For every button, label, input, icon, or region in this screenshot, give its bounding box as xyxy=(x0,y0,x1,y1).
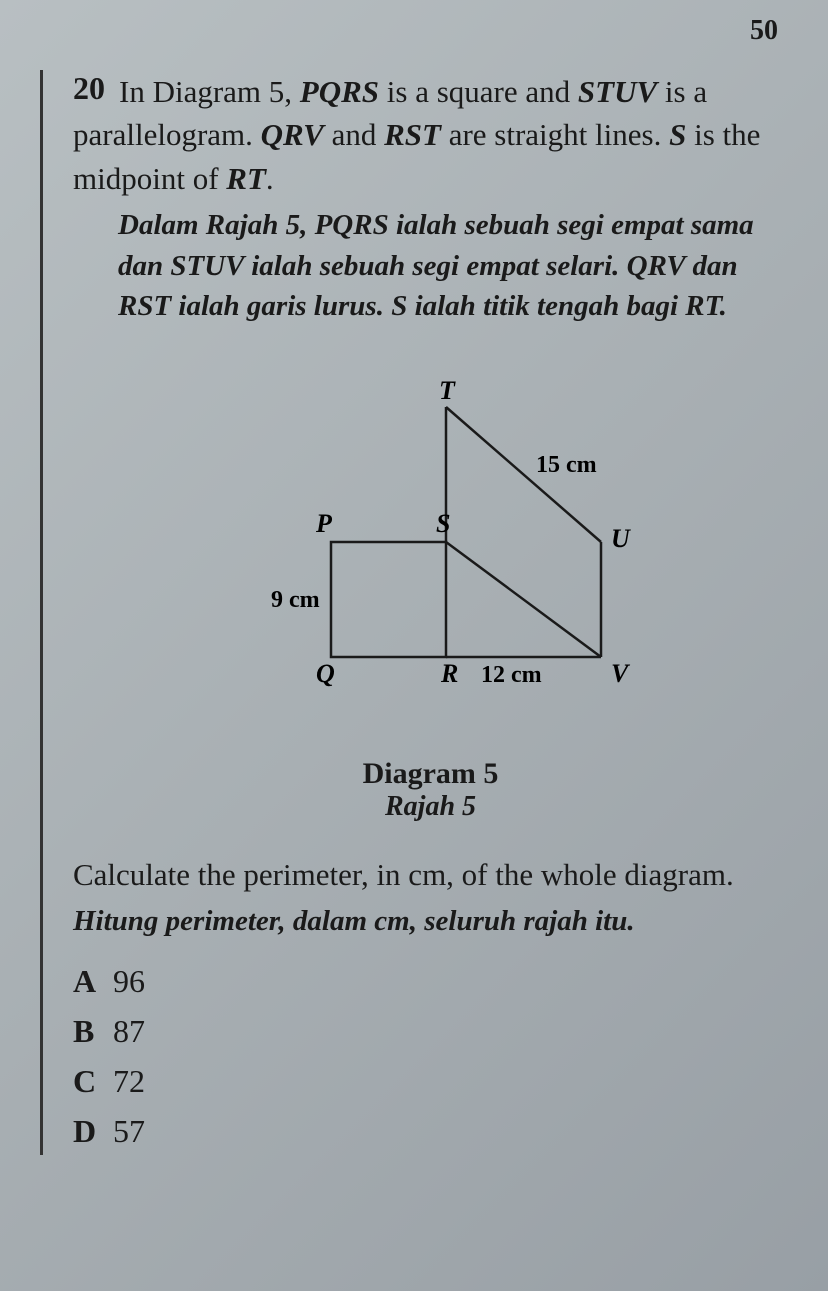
option-c[interactable]: C72 xyxy=(73,1057,788,1105)
text-segment: In Diagram 5, xyxy=(119,74,300,109)
label-u: U xyxy=(611,524,631,553)
text-segment: is a square and xyxy=(379,74,578,109)
label-p: P xyxy=(315,509,333,538)
measure-12cm: 12 cm xyxy=(481,662,542,688)
segment-rt: RT xyxy=(226,161,266,196)
option-letter: D xyxy=(73,1107,113,1155)
option-b[interactable]: B87 xyxy=(73,1007,788,1055)
text-segment: are straight lines. xyxy=(441,117,669,152)
diagram-caption: Diagram 5 xyxy=(73,757,788,791)
option-a[interactable]: A96 xyxy=(73,957,788,1005)
option-letter: B xyxy=(73,1007,113,1055)
answer-options: A96 B87 C72 D57 xyxy=(73,957,788,1155)
option-letter: C xyxy=(73,1057,113,1105)
question-block: 20 In Diagram 5, PQRS is a square and ST… xyxy=(73,70,788,327)
option-letter: A xyxy=(73,957,113,1005)
option-value: 57 xyxy=(113,1113,145,1149)
shape-stuv: STUV xyxy=(578,74,657,109)
question-content: 20 In Diagram 5, PQRS is a square and ST… xyxy=(40,70,788,1155)
line-rst: RST xyxy=(384,117,441,152)
label-q: Q xyxy=(316,659,335,688)
measure-15cm: 15 cm xyxy=(536,452,597,478)
square-pqrs xyxy=(331,542,446,657)
option-value: 96 xyxy=(113,963,145,999)
option-d[interactable]: D57 xyxy=(73,1107,788,1155)
label-t: T xyxy=(439,376,456,405)
line-qrv: QRV xyxy=(261,117,324,152)
question-text-malay: Dalam Rajah 5, PQRS ialah sebuah segi em… xyxy=(118,205,788,327)
page-number: 50 xyxy=(750,15,778,47)
question-text-english: In Diagram 5, PQRS is a square and STUV … xyxy=(73,74,760,196)
shape-pqrs: PQRS xyxy=(300,74,379,109)
label-v: V xyxy=(611,659,631,688)
label-r: R xyxy=(440,659,458,688)
calculate-text-english: Calculate the perimeter, in cm, of the w… xyxy=(73,853,788,896)
measure-9cm: 9 cm xyxy=(271,587,320,613)
question-number: 20 xyxy=(73,70,105,107)
line-sv xyxy=(446,542,601,657)
label-s: S xyxy=(436,509,450,538)
text-segment: and xyxy=(324,117,384,152)
diagram-caption-malay: Rajah 5 xyxy=(73,791,788,823)
option-value: 87 xyxy=(113,1013,145,1049)
geometry-diagram: P S Q R T U V 9 cm 12 cm 15 cm xyxy=(181,367,681,727)
point-s: S xyxy=(669,117,686,152)
diagram-container: P S Q R T U V 9 cm 12 cm 15 cm xyxy=(73,367,788,727)
calculate-text-malay: Hitung perimeter, dalam cm, seluruh raja… xyxy=(73,901,788,942)
option-value: 72 xyxy=(113,1063,145,1099)
text-segment: . xyxy=(266,161,274,196)
